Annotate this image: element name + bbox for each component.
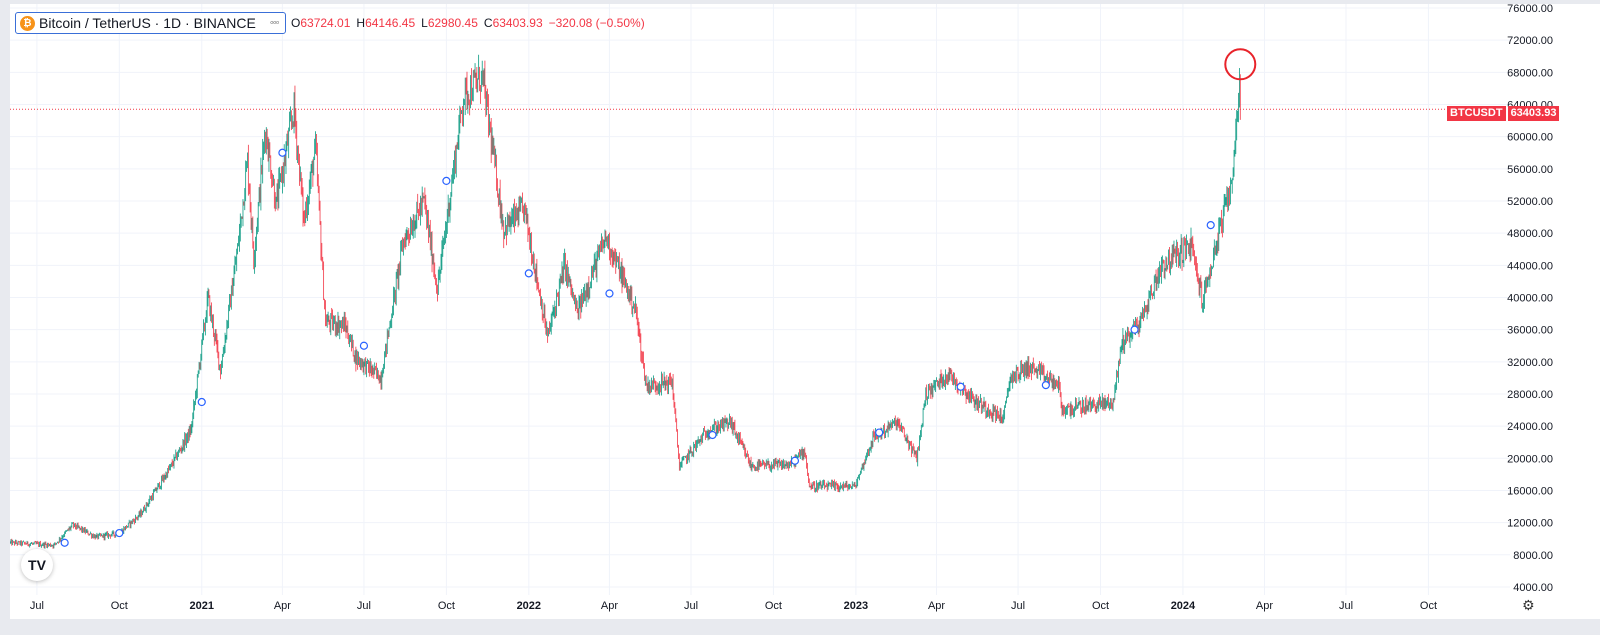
x-tick-label: Jul <box>1339 600 1353 612</box>
axis-layer: 4000.00 8000.00 12000.00 16000.00 20000.00 24… <box>30 3 1553 612</box>
event-marker <box>278 148 287 157</box>
event-marker <box>359 341 369 350</box>
x-tick-label: Jul <box>30 600 44 612</box>
y-tick-label: 24000.00 <box>1507 421 1553 433</box>
ohlc-high-value: 64146.45 <box>365 16 416 30</box>
y-tick-label: 40000.00 <box>1507 292 1553 304</box>
candle-layer <box>9 54 1241 549</box>
x-tick-label: 2024 <box>1171 600 1196 612</box>
x-tick-label: Jul <box>357 600 371 612</box>
event-marker <box>956 382 965 391</box>
y-tick-label: 4000.00 <box>1513 582 1553 594</box>
symbol-info[interactable]: ₿ Bitcoin / TetherUS · 1D · BINANCE ◦◦◦ <box>15 12 286 34</box>
y-tick-label: 68000.00 <box>1507 67 1553 79</box>
x-tick-label: Oct <box>765 600 782 612</box>
y-tick-label: 36000.00 <box>1507 325 1553 337</box>
y-tick-label: 8000.00 <box>1513 550 1553 562</box>
price-tag-value: 63403.93 <box>1507 106 1560 121</box>
y-tick-label: 44000.00 <box>1507 260 1553 272</box>
ohlc-open: O63724.01 <box>291 16 350 30</box>
more-options-icon[interactable]: ◦◦◦ <box>269 17 280 29</box>
x-tick-label: Oct <box>438 600 455 612</box>
event-marker <box>875 428 884 437</box>
ohlc-low: L62980.45 <box>421 16 478 30</box>
last-price-tag: BTCUSDT 63403.93 <box>1447 106 1560 121</box>
marker-layer <box>10 48 1447 547</box>
ohlc-change: −320.08 (−0.50%) <box>548 16 645 30</box>
x-tick-label: 2023 <box>844 600 868 612</box>
event-marker <box>197 397 206 407</box>
y-tick-label: 12000.00 <box>1507 518 1553 530</box>
y-tick-label: 52000.00 <box>1507 196 1553 208</box>
x-tick-label: 2021 <box>190 600 214 612</box>
grid-layer <box>10 4 1510 595</box>
event-marker <box>442 176 451 185</box>
event-marker <box>1206 221 1215 230</box>
x-tick-label: Apr <box>928 600 945 612</box>
x-tick-label: Jul <box>1011 600 1025 612</box>
ohlc-low-value: 62980.45 <box>427 16 478 30</box>
price-tag-ticker: BTCUSDT <box>1447 106 1506 121</box>
ohlc-close-label: C <box>483 16 493 30</box>
highlight-circle <box>1224 48 1257 81</box>
event-marker <box>708 430 717 440</box>
y-tick-label: 72000.00 <box>1507 35 1553 47</box>
x-tick-label: Oct <box>1092 600 1109 612</box>
ohlc-low-label: L <box>421 16 428 30</box>
ohlc-open-label: O <box>291 16 301 30</box>
event-marker <box>524 269 533 278</box>
ohlc-readout: O63724.01 H64146.45 L62980.45 C63403.93 … <box>291 16 645 30</box>
x-tick-label: Oct <box>1420 600 1437 612</box>
event-marker <box>605 289 614 298</box>
y-tick-label: 48000.00 <box>1507 228 1553 240</box>
ohlc-close-value: 63403.93 <box>492 16 543 30</box>
symbol-label: Bitcoin / TetherUS · 1D · BINANCE <box>39 15 256 31</box>
event-marker <box>1041 381 1050 390</box>
event-marker <box>1130 325 1139 334</box>
y-tick-label: 16000.00 <box>1507 485 1553 497</box>
ohlc-high: H64146.45 <box>356 16 415 30</box>
y-tick-label: 56000.00 <box>1507 164 1553 176</box>
x-tick-label: Oct <box>111 600 128 612</box>
x-tick-label: Apr <box>1256 600 1273 612</box>
ohlc-open-value: 63724.01 <box>300 16 351 30</box>
x-tick-label: Apr <box>274 600 291 612</box>
x-tick-label: 2022 <box>517 600 541 612</box>
x-tick-label: Apr <box>601 600 618 612</box>
ohlc-close: C63403.93 <box>484 16 543 30</box>
gear-icon[interactable]: ⚙ <box>1522 597 1535 613</box>
bitcoin-icon: ₿ <box>20 15 35 31</box>
y-tick-label: 32000.00 <box>1507 357 1553 369</box>
ohlc-high-label: H <box>356 16 366 30</box>
x-tick-label: Jul <box>684 600 698 612</box>
event-marker <box>790 456 800 465</box>
y-tick-label: 28000.00 <box>1507 389 1553 401</box>
event-marker <box>60 538 69 547</box>
y-tick-label: 60000.00 <box>1507 132 1553 144</box>
tradingview-logo-icon[interactable]: TV <box>21 549 53 581</box>
y-tick-label: 20000.00 <box>1507 453 1553 465</box>
y-tick-label: 76000.00 <box>1507 3 1553 15</box>
event-marker <box>115 528 124 538</box>
